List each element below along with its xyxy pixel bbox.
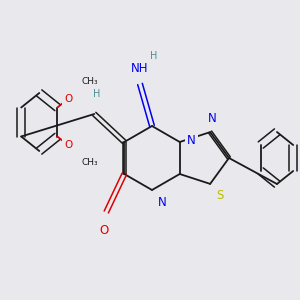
Text: CH₃: CH₃	[81, 77, 98, 86]
Text: S: S	[217, 189, 224, 203]
Text: NH: NH	[131, 61, 149, 74]
Text: O: O	[100, 224, 109, 236]
Text: O: O	[64, 140, 72, 150]
Text: N: N	[208, 112, 217, 124]
Text: N: N	[158, 196, 166, 208]
Text: N: N	[187, 134, 196, 146]
Text: O: O	[64, 94, 72, 104]
Text: H: H	[93, 89, 100, 99]
Text: H: H	[150, 51, 158, 61]
Text: CH₃: CH₃	[81, 158, 98, 166]
